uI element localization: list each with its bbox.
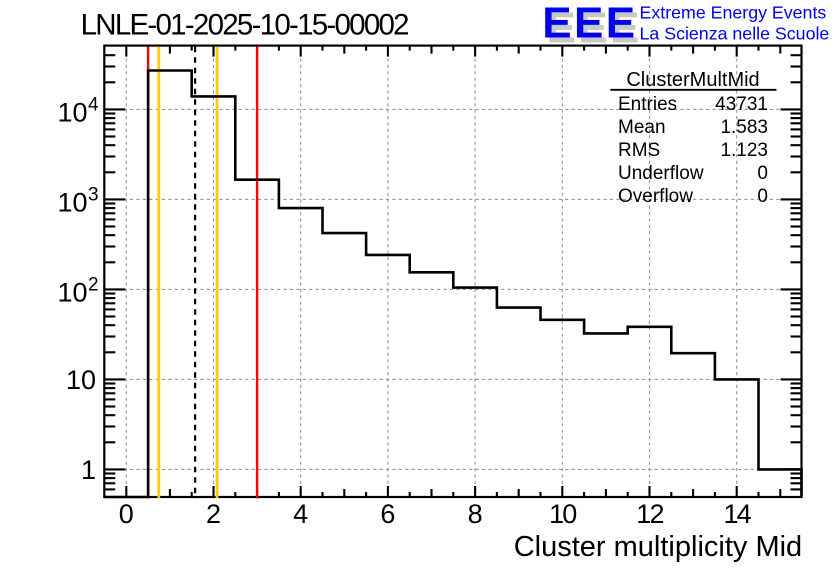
- svg-text:0: 0: [119, 499, 134, 529]
- svg-text:EEE: EEE: [542, 0, 637, 48]
- svg-text:3: 3: [88, 184, 99, 205]
- svg-text:0: 0: [757, 163, 768, 184]
- svg-text:ClusterMultMid: ClusterMultMid: [626, 69, 759, 91]
- svg-text:10: 10: [66, 365, 96, 395]
- svg-text:Mean: Mean: [618, 117, 666, 138]
- svg-text:8: 8: [468, 499, 483, 529]
- svg-text:LNLE-01-2025-10-15-00002: LNLE-01-2025-10-15-00002: [81, 9, 409, 42]
- svg-text:1.123: 1.123: [720, 140, 768, 161]
- svg-text:La Scienza nelle Scuole: La Scienza nelle Scuole: [640, 23, 830, 43]
- svg-text:10: 10: [57, 277, 87, 307]
- svg-text:10: 10: [57, 187, 87, 217]
- svg-text:1: 1: [81, 455, 96, 485]
- svg-text:2: 2: [88, 274, 99, 295]
- svg-text:EEE: EEE: [547, 4, 642, 53]
- svg-text:6: 6: [380, 499, 395, 529]
- svg-text:Extreme Energy Events: Extreme Energy Events: [640, 3, 827, 23]
- svg-text:4: 4: [293, 499, 308, 529]
- svg-text:Entries: Entries: [618, 94, 677, 115]
- svg-text:Overflow: Overflow: [618, 186, 693, 207]
- svg-text:0: 0: [757, 186, 768, 207]
- svg-text:Underflow: Underflow: [618, 163, 704, 184]
- svg-text:Cluster multiplicity Mid: Cluster multiplicity Mid: [514, 531, 802, 563]
- svg-text:14: 14: [723, 499, 751, 529]
- svg-text:RMS: RMS: [618, 140, 660, 161]
- svg-text:4: 4: [88, 94, 99, 115]
- svg-text:1.583: 1.583: [720, 117, 768, 138]
- svg-text:2: 2: [206, 499, 221, 529]
- svg-text:43731: 43731: [715, 94, 768, 115]
- svg-text:12: 12: [636, 499, 663, 529]
- svg-text:10: 10: [549, 499, 576, 529]
- svg-text:10: 10: [57, 97, 87, 127]
